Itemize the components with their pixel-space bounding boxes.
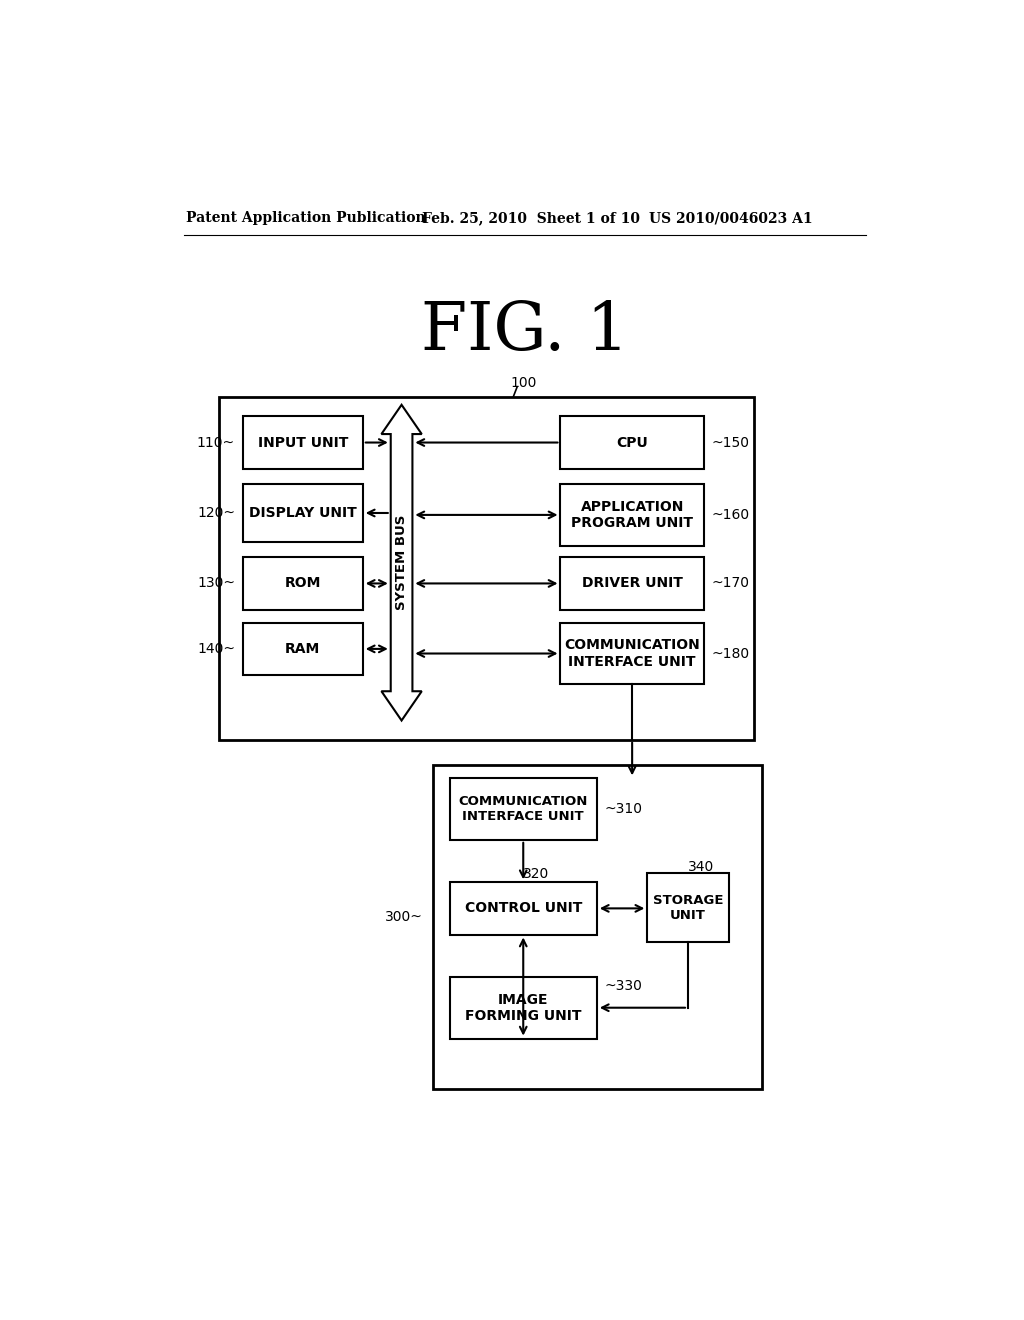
Bar (432, 766, 762, 1089)
Text: INPUT UNIT: INPUT UNIT (258, 436, 348, 450)
Bar (450, 779, 597, 840)
Text: CONTROL UNIT: CONTROL UNIT (465, 902, 582, 915)
Text: SYSTEM BUS: SYSTEM BUS (395, 515, 409, 610)
Text: DRIVER UNIT: DRIVER UNIT (582, 577, 683, 590)
Text: ~310: ~310 (604, 803, 643, 816)
Bar (243, 416, 362, 469)
Text: 110~: 110~ (197, 436, 234, 450)
Text: CPU: CPU (616, 436, 648, 450)
Text: Feb. 25, 2010  Sheet 1 of 10: Feb. 25, 2010 Sheet 1 of 10 (423, 211, 640, 226)
Bar (647, 873, 729, 942)
Bar (219, 397, 755, 739)
Text: IMAGE
FORMING UNIT: IMAGE FORMING UNIT (465, 993, 582, 1023)
Text: APPLICATION
PROGRAM UNIT: APPLICATION PROGRAM UNIT (571, 500, 693, 531)
Text: 320: 320 (523, 867, 550, 882)
Bar (243, 557, 362, 610)
Text: ~150: ~150 (712, 436, 750, 450)
Text: RAM: RAM (285, 642, 321, 656)
Text: Patent Application Publication: Patent Application Publication (186, 211, 426, 226)
Text: COMMUNICATION
INTERFACE UNIT: COMMUNICATION INTERFACE UNIT (564, 639, 700, 669)
Text: STORAGE
UNIT: STORAGE UNIT (652, 894, 723, 921)
Text: 140~: 140~ (197, 642, 234, 656)
Bar (560, 484, 703, 545)
Text: ~180: ~180 (712, 647, 750, 660)
Polygon shape (381, 405, 422, 721)
Text: 300~: 300~ (385, 909, 423, 924)
Text: ~330: ~330 (604, 979, 642, 993)
Text: FIG. 1: FIG. 1 (421, 300, 629, 364)
Bar (243, 623, 362, 675)
Text: ~170: ~170 (712, 577, 750, 590)
Bar (560, 557, 703, 610)
Bar (450, 882, 597, 935)
Bar (560, 623, 703, 684)
Bar (243, 484, 362, 543)
Text: US 2010/0046023 A1: US 2010/0046023 A1 (649, 211, 812, 226)
Text: ROM: ROM (285, 577, 321, 590)
Text: DISPLAY UNIT: DISPLAY UNIT (249, 506, 356, 520)
Bar (450, 977, 597, 1039)
Text: 120~: 120~ (197, 506, 234, 520)
Text: COMMUNICATION
INTERFACE UNIT: COMMUNICATION INTERFACE UNIT (459, 795, 588, 824)
Text: ~160: ~160 (712, 508, 750, 521)
Text: 130~: 130~ (197, 577, 234, 590)
Text: 340: 340 (687, 859, 714, 874)
Bar (560, 416, 703, 469)
Text: 100: 100 (510, 376, 537, 391)
